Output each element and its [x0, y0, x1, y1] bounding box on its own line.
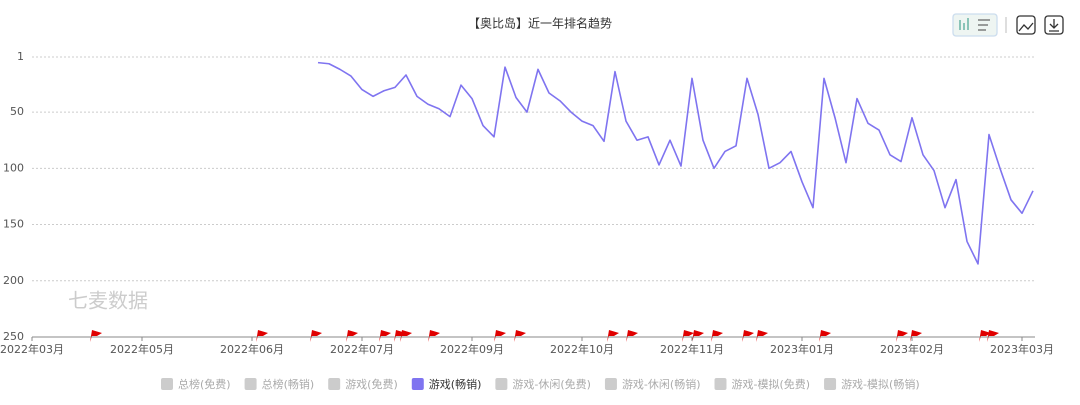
legend-swatch [495, 378, 508, 390]
flag [514, 330, 526, 342]
image-icon [1018, 22, 1034, 32]
flag [910, 330, 922, 342]
toolbar [952, 13, 1064, 37]
flag [742, 330, 754, 342]
flag [90, 330, 102, 342]
download[interactable] [1044, 15, 1064, 35]
download-icon [1049, 19, 1059, 32]
flag [400, 330, 412, 342]
legend-label[interactable]: 游戏-休闲(畅销) [622, 377, 701, 391]
legend-label[interactable]: 游戏(免费) [345, 377, 398, 391]
legend-swatch [161, 378, 173, 390]
event-flags [90, 330, 999, 342]
flag [310, 330, 322, 342]
flag [896, 330, 908, 342]
legend-swatch [244, 378, 257, 390]
legend-swatch [604, 378, 617, 390]
save-image[interactable] [1016, 15, 1036, 35]
flag [626, 330, 638, 342]
flag [346, 330, 358, 342]
flag [379, 330, 391, 342]
line [317, 61, 1034, 265]
flag [256, 330, 268, 342]
flag [692, 330, 704, 342]
list-icon [978, 19, 990, 31]
legend-label[interactable]: 游戏-模拟(畅销) [841, 377, 920, 391]
x-tick-label: 2023年03月 [990, 342, 1054, 356]
legend-label[interactable]: 游戏-休闲(免费) [512, 377, 591, 391]
y-tick-label: 1 [17, 50, 24, 63]
legend-label[interactable]: 游戏(畅销) [429, 377, 482, 391]
flag [494, 330, 506, 342]
legend-swatch [824, 378, 837, 390]
flag [979, 330, 991, 342]
y-tick-label: 100 [3, 161, 24, 174]
flag [711, 330, 723, 342]
x-tick-label: 2022年06月 [220, 342, 284, 356]
legend: 总榜(免费) 总榜(畅销) 游戏(免费) 游戏(畅销) 游戏-休闲(免费) 游戏-休闲(畅… [161, 377, 920, 391]
y-tick-label: 50 [10, 105, 24, 118]
legend-label[interactable]: 总榜(畅销) [262, 377, 315, 391]
y-tick-label: 250 [3, 330, 24, 343]
flag [819, 330, 831, 342]
flag [756, 330, 768, 342]
flag [987, 330, 999, 342]
legend-swatch [328, 378, 341, 390]
watermark: 七麦数据 [68, 289, 148, 313]
x-tick-label: 2022年10月 [550, 342, 614, 356]
chart-title: 【奥比岛】近一年排名趋势 [468, 16, 612, 31]
y-tick-label: 200 [3, 274, 24, 287]
x-tick-label: 2022年03月 [0, 342, 64, 356]
x-tick-label: 2022年07月 [330, 342, 394, 356]
flag [682, 330, 694, 342]
legend-swatch [714, 378, 727, 390]
x-tick-label: 2022年09月 [440, 342, 504, 356]
x-tick-label: 2023年02月 [880, 342, 944, 356]
x-tick-label: 2023年01月 [770, 342, 834, 356]
flag [428, 330, 440, 342]
x-tick-label: 2022年05月 [110, 342, 174, 356]
flag [607, 330, 619, 342]
x-tick-label: 2022年11月 [660, 342, 724, 356]
legend-swatch [411, 378, 424, 390]
bar-icon [959, 18, 969, 30]
y-tick-label: 150 [3, 218, 24, 231]
legend-label[interactable]: 总榜(免费) [178, 377, 231, 391]
legend-label[interactable]: 游戏-模拟(免费) [732, 377, 811, 391]
